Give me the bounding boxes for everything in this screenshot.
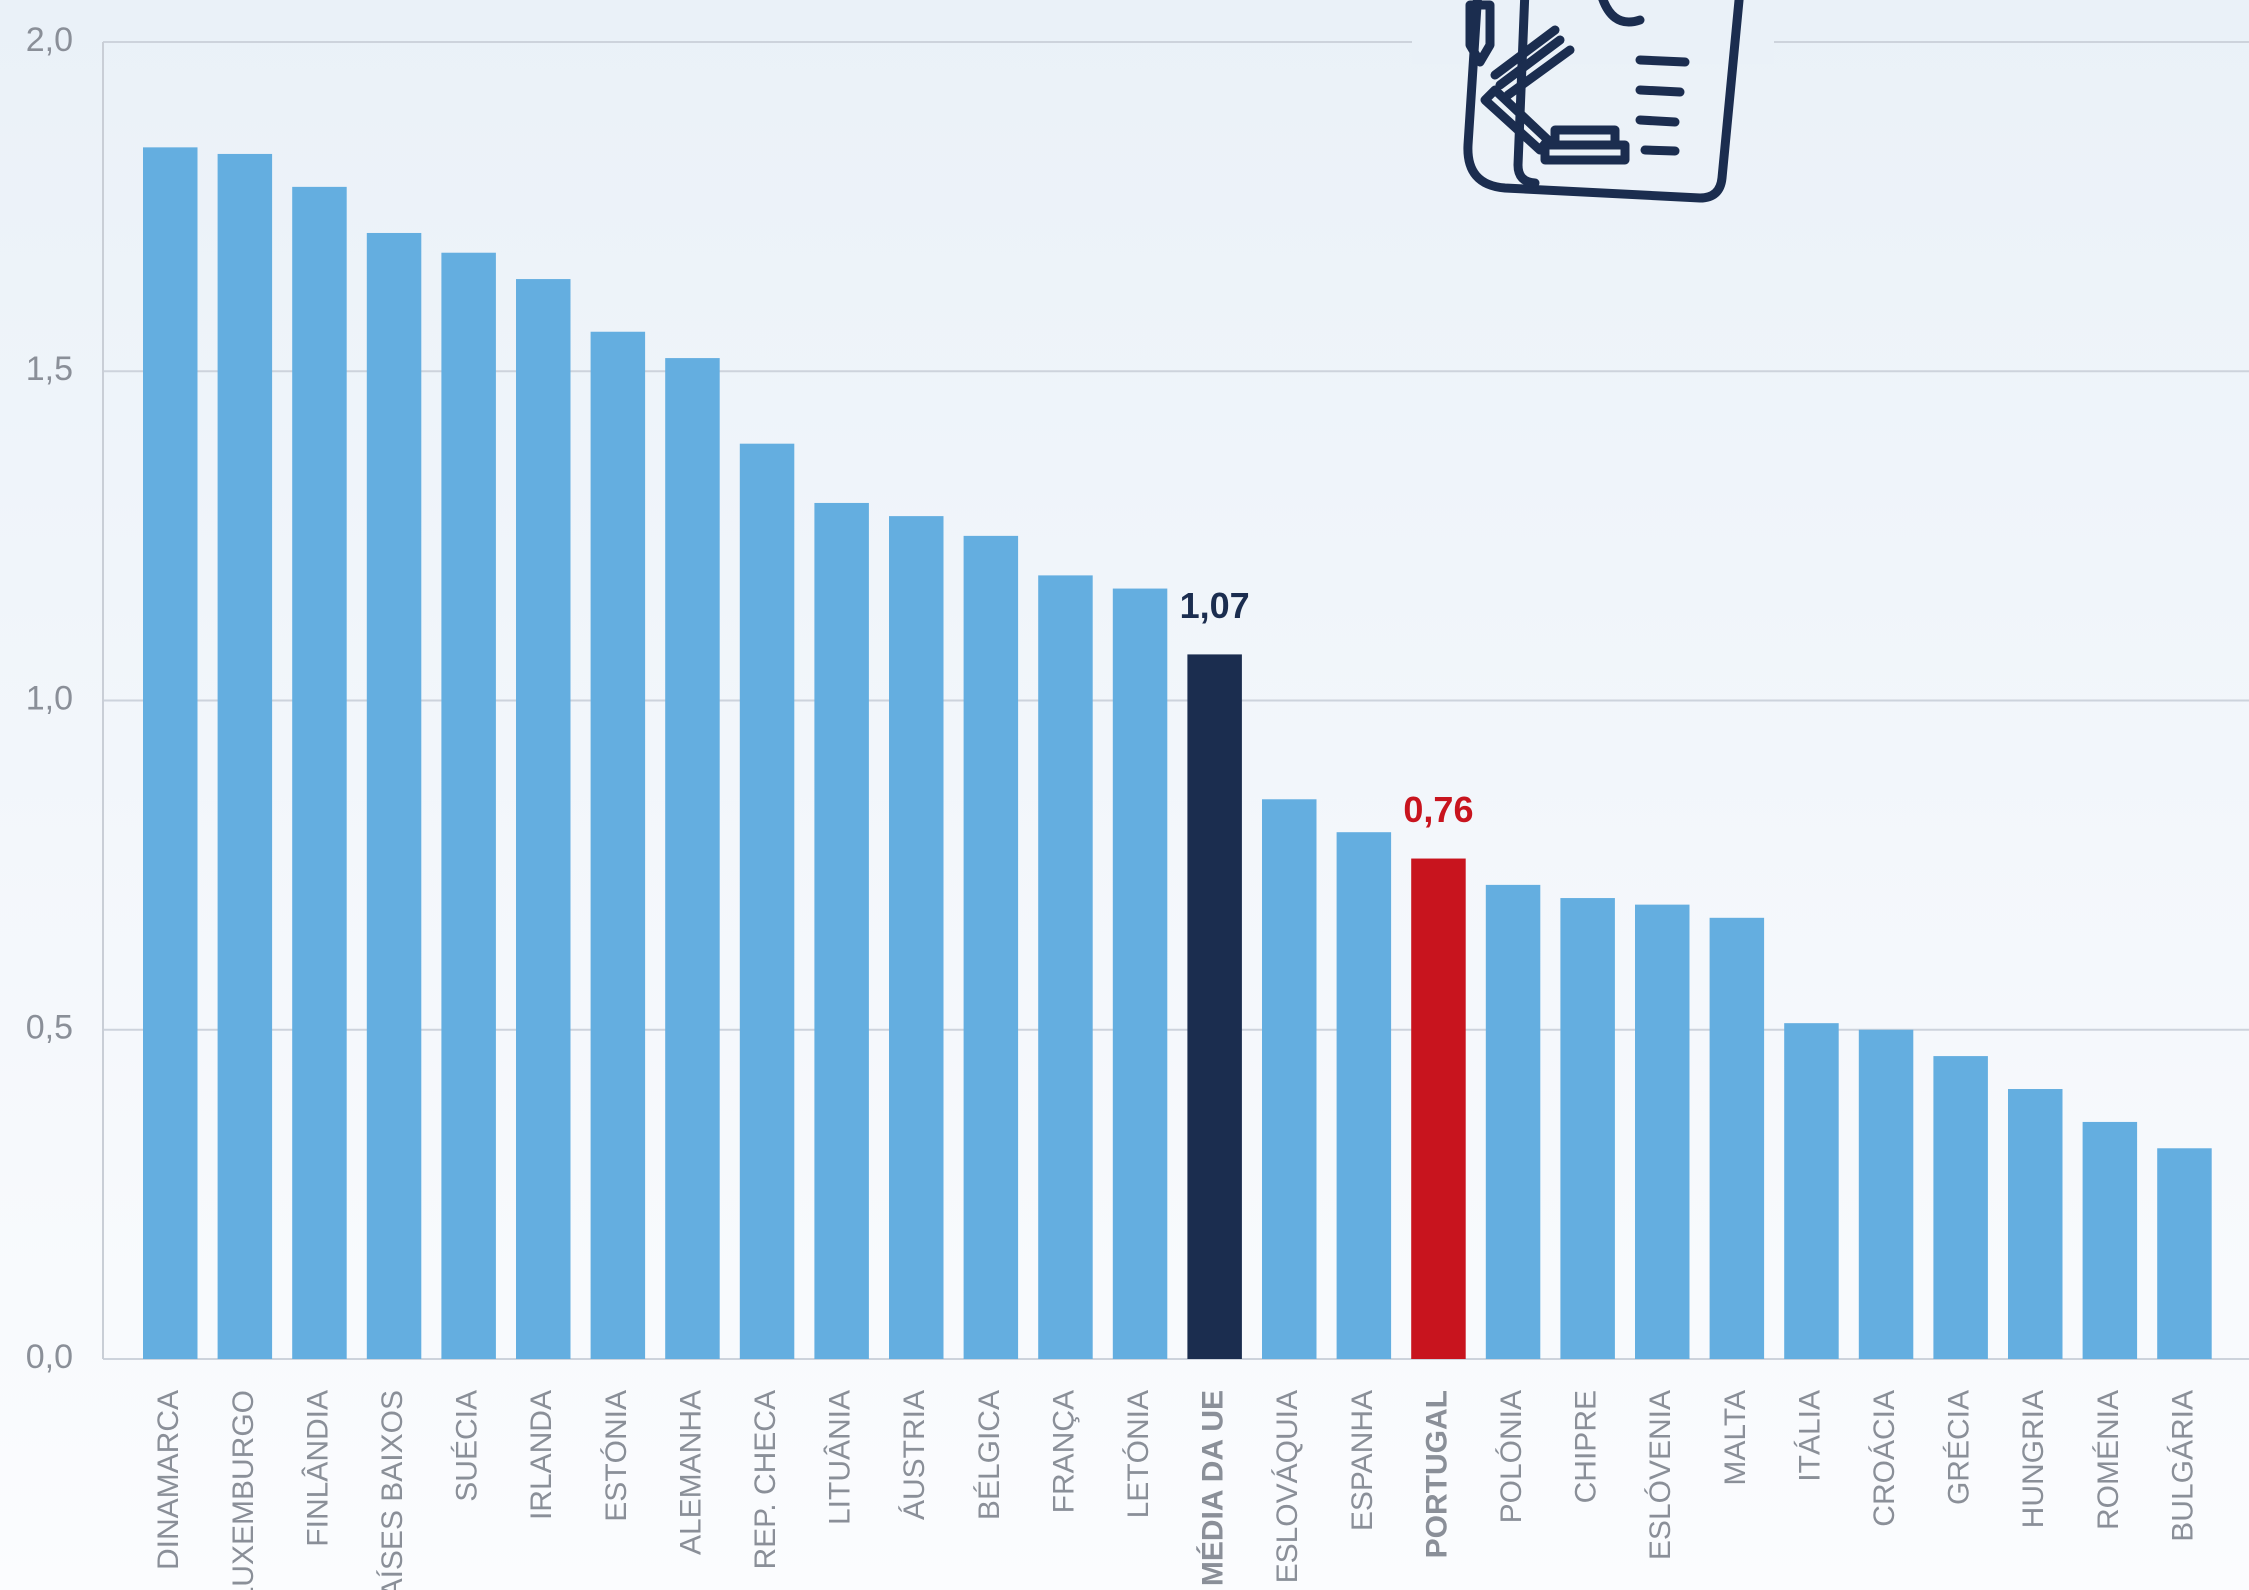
x-tick-label: IRLANDA: [525, 1390, 558, 1520]
bar: [1709, 917, 1765, 1359]
bar: [1112, 588, 1168, 1359]
x-tick-label: ALEMANHA: [674, 1390, 707, 1555]
y-tick-label: 0,5: [26, 1009, 73, 1047]
x-tick-label: HUNGRIA: [2017, 1390, 2050, 1528]
bar: [143, 147, 198, 1360]
x-tick-label: FINLÂNDIA: [301, 1390, 334, 1547]
x-tick-label: CROÁCIA: [1868, 1390, 1901, 1527]
bar: [441, 252, 496, 1360]
x-tick-label: MÉDIA DA UE: [1196, 1390, 1230, 1586]
bar: [1858, 1029, 1914, 1359]
bar: [1784, 1023, 1839, 1359]
bar: [1262, 799, 1317, 1359]
icon: [1463, 0, 1744, 203]
x-tick-label: ESPANHA: [1346, 1390, 1379, 1531]
x-tick-label: POLÓNIA: [1495, 1390, 1528, 1523]
bar: [665, 358, 720, 1360]
bar: [2008, 1089, 2063, 1359]
x-tick-label: PORTUGAL: [1420, 1390, 1453, 1558]
x-tick-label: ROMÉNIA: [2092, 1390, 2125, 1530]
x-tick-label: PAÍSES BAIXOS: [376, 1390, 409, 1590]
bar: [739, 443, 795, 1359]
x-tick-label: DINAMARCA: [152, 1390, 185, 1570]
value-label: 0,76: [1403, 789, 1473, 830]
bar: [963, 535, 1019, 1359]
x-tick-label: GRÉCIA: [1943, 1390, 1976, 1505]
bar: [1336, 832, 1392, 1359]
x-tick-label: FRANÇA: [1047, 1390, 1080, 1513]
y-tick-label: 1,5: [26, 350, 73, 388]
bar: [2157, 1148, 2212, 1359]
x-tick-label: REP. CHECA: [749, 1390, 782, 1570]
x-tick-label: ESLOVÁQUIA: [1271, 1390, 1304, 1583]
x-tick-label: BULGÁRIA: [2166, 1390, 2199, 1542]
bar: [1187, 654, 1242, 1359]
x-tick-label: LITUÂNIA: [824, 1390, 857, 1525]
bar: [889, 516, 944, 1359]
x-tick-label: ÁUSTRIA: [898, 1390, 931, 1520]
bar: [2082, 1121, 2138, 1359]
bar: [1485, 884, 1541, 1359]
x-tick-label: LUXEMBURGO: [227, 1390, 260, 1590]
x-tick-label: MALTA: [1719, 1390, 1752, 1486]
x-tick-label: SUÉCIA: [451, 1390, 484, 1502]
value-label: 1,07: [1180, 585, 1250, 626]
x-tick-label: CHIPRE: [1570, 1390, 1603, 1503]
y-tick-label: 0,0: [26, 1338, 73, 1376]
bar: [1560, 898, 1615, 1359]
y-tick-label: 1,0: [26, 679, 73, 717]
x-tick-label: LETÓNIA: [1122, 1390, 1155, 1518]
bar: [292, 186, 347, 1359]
y-tick-label: 2,0: [26, 21, 73, 59]
bar: [1933, 1056, 1988, 1359]
bar: [590, 331, 646, 1359]
x-tick-label: ESTÓNIA: [600, 1390, 633, 1522]
x-tick-label: ESLÓVENIA: [1644, 1390, 1677, 1560]
bar: [366, 232, 422, 1360]
bar: [814, 502, 869, 1359]
bar: [217, 153, 273, 1359]
bar: [1635, 904, 1690, 1359]
x-tick-label: BÉLGICA: [973, 1390, 1006, 1520]
x-tick-label: ITÁLIA: [1793, 1390, 1826, 1482]
bar: [1038, 575, 1093, 1359]
bar: [1411, 858, 1466, 1359]
bar: [516, 279, 571, 1359]
